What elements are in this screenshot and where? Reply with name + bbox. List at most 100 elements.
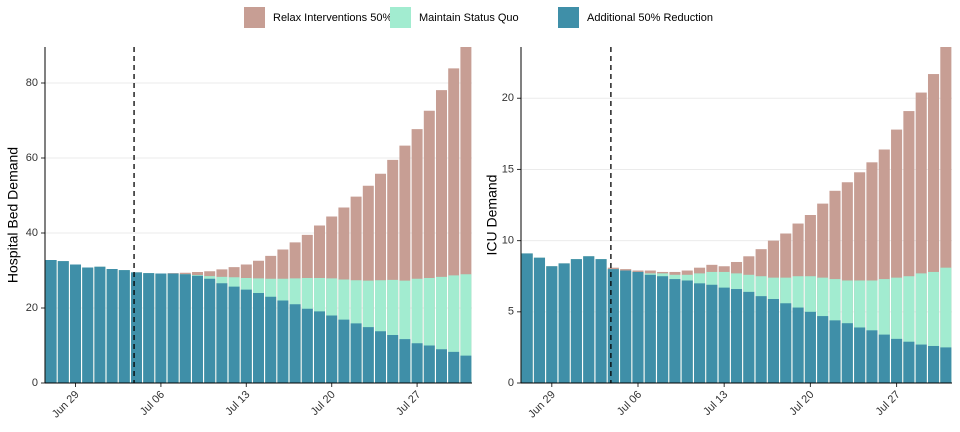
bar (265, 296, 277, 383)
bar (694, 283, 706, 383)
bar (375, 331, 386, 383)
bar (167, 273, 179, 383)
x-tick-label: Jul 06 (615, 389, 644, 418)
bar (854, 327, 866, 383)
bar (57, 261, 69, 383)
bar (546, 266, 558, 383)
legend-swatch (244, 7, 265, 28)
bar (387, 159, 399, 383)
bar (70, 264, 81, 383)
bar (399, 280, 411, 383)
bar (82, 267, 94, 383)
x-tick-label: Jul 27 (874, 389, 903, 418)
bar (179, 274, 191, 383)
legend-label: Maintain Status Quo (419, 12, 519, 24)
bar (903, 276, 915, 383)
bar (387, 279, 399, 383)
bar (436, 349, 447, 383)
bar (204, 278, 216, 383)
y-axis-title: Hospital Bed Demand (5, 147, 21, 283)
bar (927, 345, 940, 383)
bar (854, 172, 866, 383)
bar (570, 259, 582, 383)
bar (460, 47, 472, 383)
bar (866, 162, 878, 383)
bar (192, 275, 203, 383)
y-tick-label: 80 (26, 77, 38, 89)
bar (644, 274, 656, 383)
bar (755, 296, 767, 383)
bar (817, 316, 829, 383)
bar (940, 267, 952, 383)
bar (792, 307, 804, 383)
bar (780, 303, 792, 383)
bar (448, 275, 460, 383)
bar (448, 68, 460, 383)
x-tick-label: Jul 13 (223, 389, 252, 418)
bar (94, 266, 106, 383)
bar (350, 323, 362, 383)
bar (891, 277, 903, 383)
bar (743, 291, 755, 383)
bar (45, 260, 57, 383)
bar (411, 278, 423, 383)
bar (338, 319, 350, 383)
bar (915, 273, 927, 383)
bar (399, 339, 411, 383)
bar (143, 273, 155, 383)
x-tick-label: Jun 29 (50, 389, 82, 421)
bar (216, 283, 228, 383)
bar (927, 74, 940, 384)
legend-label: Relax Interventions 50% (273, 12, 392, 24)
bar (878, 334, 890, 383)
bar (423, 345, 435, 383)
bar (718, 287, 730, 383)
bar (131, 272, 142, 383)
bar (583, 256, 595, 383)
y-tick-label: 0 (32, 377, 38, 389)
bar (387, 335, 399, 383)
bar (927, 271, 940, 383)
bar (866, 330, 878, 383)
legend-swatch (558, 7, 579, 28)
bar (730, 289, 743, 383)
bar (940, 347, 952, 383)
bar (301, 308, 313, 383)
bar (106, 269, 118, 383)
bar (289, 304, 301, 383)
x-tick-label: Jun 29 (526, 389, 558, 421)
bar (706, 284, 718, 383)
legend-label: Additional 50% Reduction (587, 12, 713, 24)
bar (314, 311, 325, 383)
bar (436, 276, 447, 383)
bar (767, 299, 779, 383)
bar (878, 279, 890, 383)
y-tick-label: 10 (502, 235, 514, 247)
bar (878, 149, 890, 383)
bar (533, 257, 546, 383)
bar (521, 253, 533, 383)
bar (253, 293, 264, 383)
bar (436, 90, 447, 383)
bar (915, 344, 927, 383)
bar (804, 311, 816, 383)
x-tick-label: Jul 20 (309, 389, 338, 418)
bar (423, 110, 435, 383)
bar (940, 47, 952, 383)
bar (375, 173, 386, 383)
bar (326, 315, 338, 383)
bar (228, 286, 240, 383)
bar (681, 280, 693, 383)
x-tick-label: Jul 27 (394, 389, 423, 418)
bar (891, 129, 903, 383)
bar (915, 92, 927, 383)
bar (240, 289, 252, 383)
bar (620, 270, 632, 383)
y-tick-label: 0 (508, 377, 514, 389)
bar (460, 274, 472, 383)
bar (829, 320, 841, 383)
y-tick-label: 20 (26, 302, 38, 314)
bar (411, 343, 423, 383)
bar (277, 300, 289, 383)
